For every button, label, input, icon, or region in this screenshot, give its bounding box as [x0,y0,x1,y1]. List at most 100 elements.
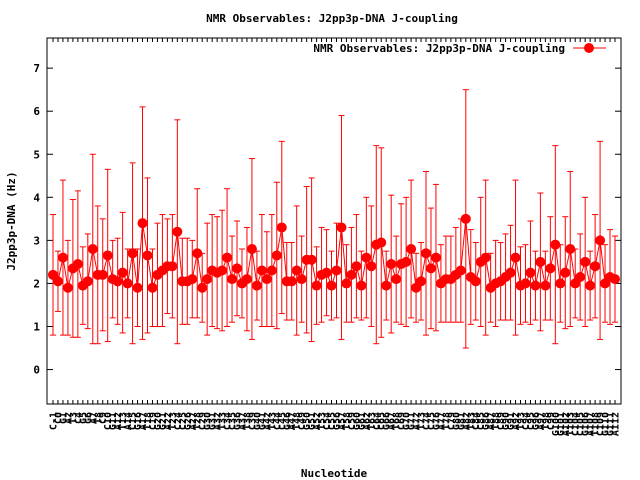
y-tick-label: 2 [33,277,40,290]
data-point [172,226,183,237]
data-point [147,282,158,293]
x-tick-label: C59 [347,412,358,430]
x-tick-label: C-1 [49,412,60,430]
data-point [127,248,138,259]
data-point [122,278,133,289]
x-tick-label: G11 [108,412,119,430]
data-point [286,276,297,287]
y-tick-label: 0 [33,364,40,377]
x-tick-label: C35 [228,412,239,430]
data-point [381,280,392,291]
x-tick-label: C89 [496,412,507,430]
x-tick-label: A14 [123,412,134,430]
x-tick-label: G56 [332,412,343,430]
data-point [520,278,531,289]
data-point [416,276,427,287]
x-tick-label: C94 [521,412,532,430]
x-tick-label: A52 [312,412,323,430]
x-tick-label: A87 [486,412,497,430]
x-tick-label: G6 [83,412,94,424]
x-tick-label: G71 [407,412,418,430]
data-point [197,282,208,293]
x-tick-label: T28 [193,412,204,430]
data-point [336,222,347,233]
x-tick-label: G21 [158,412,169,430]
data-point [361,252,372,263]
y-tick-label: 3 [33,234,40,247]
x-tick-label: C29 [198,412,209,430]
x-tick-label: C64 [372,412,383,430]
x-tick-label: C45 [277,412,288,430]
x-tick-label: T98 [541,412,552,430]
data-point [202,274,213,285]
x-tick-label: A72 [412,412,423,430]
data-point [217,265,228,276]
x-tick-label: C4 [73,412,84,424]
y-tick-label: 7 [33,62,40,75]
x-tick-label: C75 [426,412,437,430]
data-point [112,276,123,287]
x-tick-label: G86 [481,412,492,430]
x-tick-label: A22 [163,412,174,430]
x-tick-label: G16 [133,412,144,430]
x-tick-label: T78 [441,412,452,430]
data-point [261,274,272,285]
data-point [137,218,148,229]
x-tick-label: T23 [168,412,179,430]
x-tick-label: G81 [456,412,467,430]
data-point [266,265,277,276]
x-tick-label: A17 [138,412,149,430]
data-point [356,280,367,291]
x-tick-label: A7 [88,412,99,424]
x-tick-label: C15 [128,412,139,430]
x-tick-label: G96 [531,412,542,430]
x-tick-label: C55 [327,412,338,430]
data-point [580,256,591,267]
data-point [291,265,302,276]
x-tick-label: C0 [53,412,64,424]
y-axis: 0 1 2 3 4 5 6 7 [33,62,621,377]
x-tick-label: G31 [208,412,219,430]
legend-label: NMR Observables: J2pp3p-DNA J-coupling [313,42,565,55]
y-axis-label: J2pp3p-DNA (Hz) [5,171,18,270]
data-point [251,280,262,291]
x-tick-label: G76 [431,412,442,430]
legend: NMR Observables: J2pp3p-DNA J-coupling [313,42,606,55]
x-tick-label: A107 [586,412,597,436]
x-tick-label: A67 [387,412,398,430]
data-point [545,263,556,274]
data-point [530,280,541,291]
x-tick-label: G5 [78,412,89,424]
data-point [535,256,546,267]
legend-marker-swatch [584,43,594,53]
x-tick-label: G91 [506,412,517,430]
x-tick-label: C85 [476,412,487,430]
x-tick-label: G80 [451,412,462,430]
x-tick-label: G111 [606,412,617,436]
data-point [575,271,586,282]
x-tick-label: T48 [292,412,303,430]
data-point [480,252,491,263]
y-tick-label: 6 [33,105,40,118]
x-tick-label: G26 [183,412,194,430]
data-point [560,267,571,278]
x-tick-label: C10 [103,412,114,430]
x-tick-label: C69 [397,412,408,430]
x-tick-label: A42 [262,412,273,430]
data-point [455,265,466,276]
x-tick-label: G46 [282,412,293,430]
x-tick-label: A77 [436,412,447,430]
y-tick-label: 5 [33,148,40,161]
data-point [57,252,68,263]
data-point [62,282,73,293]
x-tick-label: G20 [153,412,164,430]
data-point [222,252,233,263]
data-point [510,252,521,263]
x-tick-label: A112 [611,412,622,436]
x-tick-label: C54 [322,412,333,430]
x-tick-label: C74 [422,412,433,430]
x-tick-label: A57 [337,412,348,430]
x-tick-label: T43 [267,412,278,430]
x-tick-label: T73 [417,412,428,430]
